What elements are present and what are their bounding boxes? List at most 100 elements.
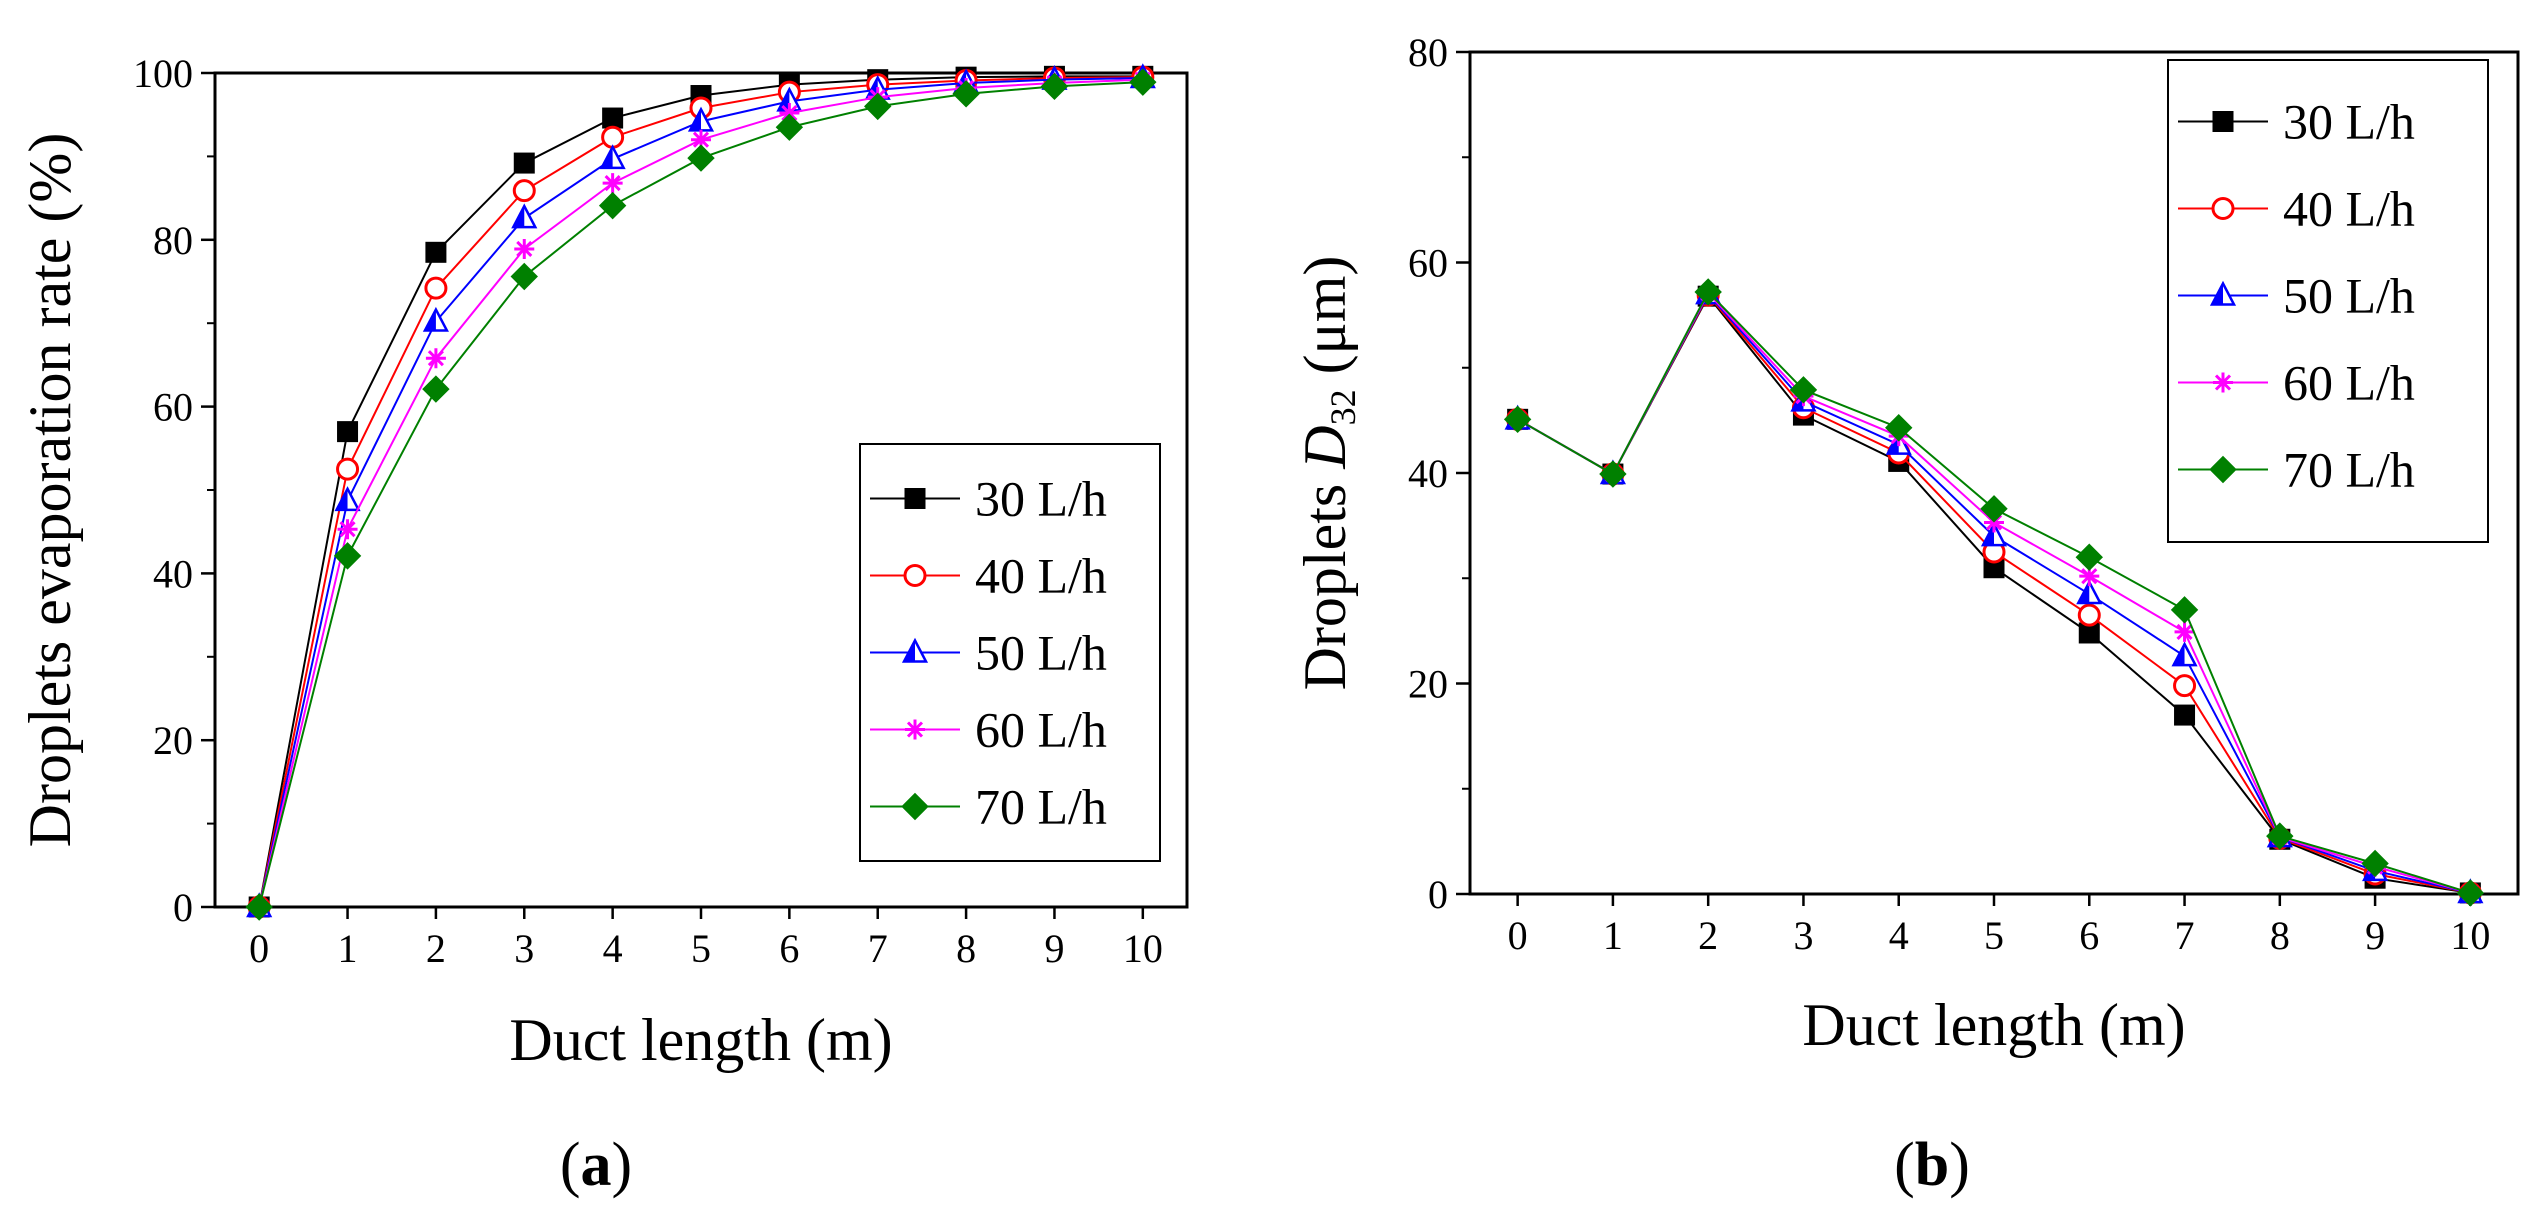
series-5: [245, 68, 1157, 921]
legend-label: 60 L/h: [975, 702, 1107, 758]
legend: 30 L/h 40 L/h 50 L/h 60 L/h 70 L/h: [859, 443, 1161, 862]
y-tick-label: 60: [1408, 241, 1448, 286]
x-tick-label: 2: [1698, 913, 1718, 958]
data-point: [599, 144, 626, 170]
data-point: [1885, 414, 1913, 442]
panel-label-close: ): [1949, 1131, 1970, 1199]
legend-item: 70 L/h: [2178, 442, 2415, 498]
x-tick-label: 10: [1123, 926, 1163, 971]
x-tick-label: 8: [2270, 913, 2290, 958]
data-point: [424, 276, 448, 300]
data-point: [2173, 674, 2197, 698]
legend-item: 50 L/h: [2178, 268, 2415, 324]
legend-label: 60 L/h: [2283, 355, 2415, 411]
legend-marker: [901, 792, 929, 821]
data-point: [775, 113, 804, 141]
x-tick-label: 0: [249, 926, 269, 971]
y-tick-label: 20: [153, 718, 193, 763]
legend-label: 40 L/h: [975, 548, 1107, 604]
data-point: [1980, 495, 2008, 523]
x-tick-label: 1: [1603, 913, 1623, 958]
data-point-fill: [424, 309, 436, 331]
data-point-fill: [2173, 644, 2185, 666]
data-point-fill: [690, 109, 701, 131]
y-axis-label-unit: (μm): [1292, 256, 1358, 390]
legend-item: 70 L/h: [870, 779, 1107, 835]
x-axis-label: Duct length (m): [509, 1007, 892, 1073]
data-point-fill: [778, 89, 790, 111]
data-point: [2170, 596, 2199, 624]
data-point: [513, 152, 535, 174]
legend-marker-fill: [2212, 283, 2223, 305]
x-tick-label: 5: [691, 926, 711, 971]
legend-marker: [2209, 455, 2237, 484]
x-tick-label: 4: [1889, 913, 1909, 958]
legend-marker: [905, 719, 925, 740]
data-point: [512, 179, 536, 203]
legend-item: 60 L/h: [870, 702, 1107, 758]
data-point: [2174, 621, 2195, 642]
legend-marker: [903, 564, 927, 587]
y-tick-label: 40: [153, 551, 193, 596]
data-point: [511, 203, 538, 229]
panel-label-close: ): [612, 1131, 633, 1199]
data-point: [245, 893, 273, 921]
data-point: [337, 519, 358, 540]
data-point: [425, 348, 446, 369]
data-point: [952, 80, 980, 108]
panel-label-letter: b: [1915, 1131, 1949, 1199]
data-point: [333, 542, 362, 570]
data-point: [1789, 376, 1818, 404]
y-tick-label: 0: [173, 885, 193, 930]
legend-marker: [901, 637, 929, 663]
x-tick-label: 9: [1044, 926, 1064, 971]
x-tick-label: 7: [2175, 913, 2195, 958]
y-axis-label: Droplets evaporation rate (%): [17, 133, 83, 848]
data-point: [779, 103, 800, 124]
y-tick-label: 40: [1408, 451, 1448, 496]
data-point: [337, 421, 359, 443]
data-point: [2456, 879, 2485, 907]
panel-label-open: (: [560, 1131, 581, 1199]
data-point: [598, 191, 627, 220]
panel-label-open: (: [1894, 1131, 1915, 1199]
x-tick-label: 6: [779, 926, 799, 971]
x-tick-label: 6: [2079, 913, 2099, 958]
x-tick-label: 10: [2450, 913, 2490, 958]
legend-label: 70 L/h: [2283, 442, 2415, 498]
data-point: [336, 457, 360, 481]
legend-label: 50 L/h: [2283, 268, 2415, 324]
panel-label: (b): [1894, 1131, 1970, 1199]
data-point: [425, 241, 447, 263]
y-axis-label-main: Droplets: [1292, 469, 1358, 691]
legend-marker: [2213, 372, 2233, 393]
data-point: [602, 107, 624, 129]
data-point-fill: [601, 146, 613, 168]
panel-label-letter: a: [581, 1131, 612, 1199]
data-point: [2171, 641, 2198, 667]
data-point: [864, 92, 892, 121]
x-tick-label: 8: [956, 926, 976, 971]
legend-marker: [2212, 111, 2234, 132]
data-point: [1980, 521, 2008, 547]
x-tick-label: 7: [868, 926, 888, 971]
series-5: [1503, 278, 2485, 907]
chart-panel-b: 0 1 2 3 4 5 6 7 8 9 10 0 20 40 60 80 Duct length (m) Drop…: [1292, 30, 2520, 1199]
data-point-fill: [513, 206, 525, 228]
data-point: [510, 262, 538, 291]
data-point-fill: [2078, 582, 2090, 604]
data-point: [1503, 405, 1532, 434]
x-tick-label: 9: [2365, 913, 2385, 958]
data-point: [1694, 278, 1722, 306]
legend: 30 L/h 40 L/h 50 L/h 60 L/h 70 L/h: [2167, 59, 2489, 543]
y-tick-label: 0: [1428, 872, 1448, 917]
data-point: [2361, 849, 2389, 878]
data-point: [602, 173, 623, 194]
legend-item: 30 L/h: [2178, 94, 2415, 150]
y-axis-label-subscript: 32: [1323, 389, 1363, 425]
data-point: [2174, 704, 2196, 726]
legend-label: 70 L/h: [975, 779, 1107, 835]
y-tick-label: 80: [153, 218, 193, 263]
data-point-fill: [336, 488, 348, 510]
